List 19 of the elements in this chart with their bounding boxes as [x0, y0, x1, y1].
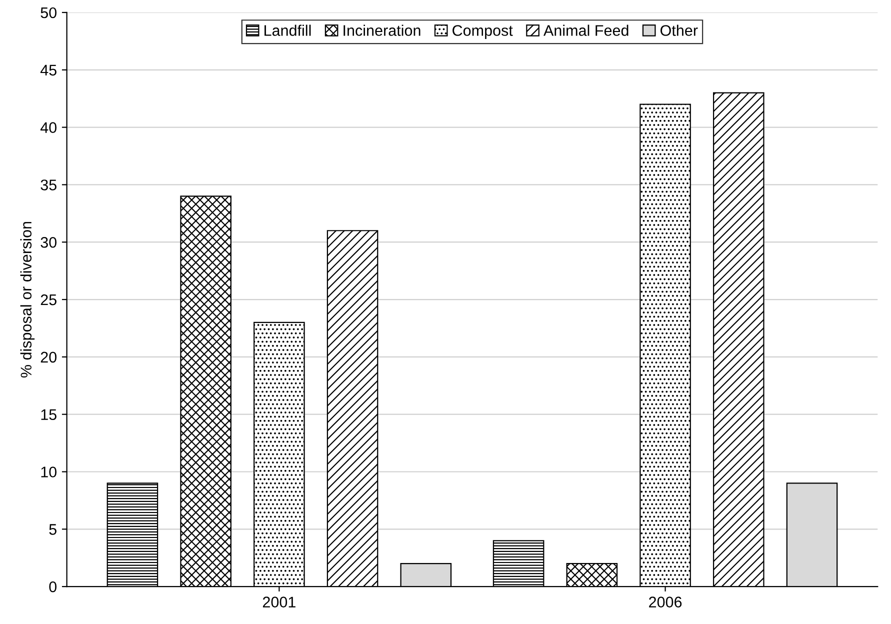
y-tick-label: 40 — [40, 122, 57, 133]
legend-label: Other — [660, 24, 698, 36]
legend-label: Landfill — [264, 24, 311, 36]
y-tick-label: 15 — [41, 409, 56, 420]
y-tick-label: 30 — [40, 236, 57, 248]
y-tick-label: 45 — [40, 64, 56, 76]
y-tick-label: 20 — [40, 352, 57, 363]
y-tick-label: 0 — [49, 581, 57, 592]
y-tick-label: 5 — [49, 524, 56, 535]
x-tick-label: 2001 — [262, 596, 296, 608]
legend-label: Animal Feed — [543, 24, 628, 36]
y-axis-title: % disposal or diversion — [20, 222, 35, 378]
x-tick-label: 2006 — [649, 596, 682, 608]
y-tick-label: 35 — [40, 180, 56, 190]
y-tick-label: 10 — [41, 466, 57, 478]
y-tick-label: 25 — [40, 294, 56, 306]
y-tick-label: 50 — [40, 7, 57, 18]
legend-label: Compost — [452, 25, 513, 39]
legend-label: Incineration — [344, 24, 420, 36]
